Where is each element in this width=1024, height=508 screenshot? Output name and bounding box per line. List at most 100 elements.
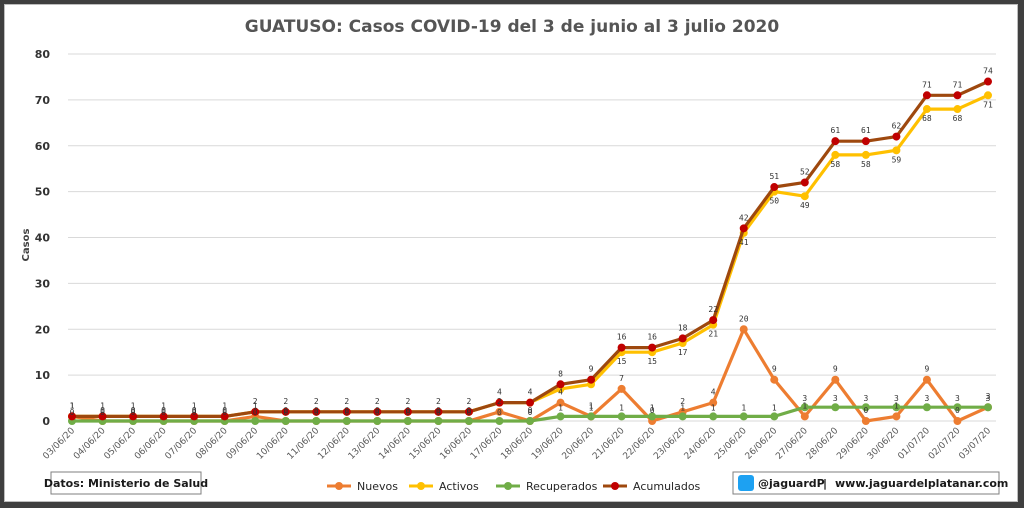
data-point <box>770 375 779 384</box>
data-label: 0 <box>955 406 960 415</box>
data-label: 0 <box>436 406 441 415</box>
legend-item-recuperados: Recuperados <box>496 480 598 493</box>
data-point <box>68 412 76 421</box>
twitter-handle: @jaguardP <box>758 477 825 490</box>
data-label: 1 <box>650 403 655 412</box>
data-label: 2 <box>253 397 258 406</box>
data-point <box>861 150 870 159</box>
data-label: 52 <box>800 167 810 176</box>
data-label: 0 <box>375 408 380 417</box>
data-point <box>159 412 168 421</box>
data-label: 22 <box>708 305 718 314</box>
data-point <box>922 105 931 114</box>
data-label: 1 <box>222 401 227 410</box>
data-point <box>709 412 718 421</box>
data-point <box>464 417 473 425</box>
data-label: 61 <box>831 126 841 135</box>
y-tick-label: 0 <box>42 415 50 428</box>
data-point <box>922 375 931 384</box>
data-point <box>861 403 870 412</box>
x-tick-label: 06/06/20 <box>133 426 169 462</box>
data-label: 0 <box>283 408 288 417</box>
data-point <box>922 403 931 412</box>
data-point <box>739 224 748 233</box>
y-axis-ticks: 0 10 20 30 40 50 60 70 80 <box>35 48 51 428</box>
data-point <box>220 412 229 421</box>
data-point <box>892 403 901 412</box>
data-label: 0 <box>528 408 533 417</box>
data-point <box>648 343 657 352</box>
x-tick-label: 13/06/20 <box>347 426 383 462</box>
data-label: 59 <box>892 155 902 164</box>
data-label: 42 <box>739 213 749 222</box>
x-tick-label: 03/07/20 <box>957 426 993 462</box>
data-point <box>831 150 840 159</box>
chart-title: GUATUSO: Casos COVID-19 del 3 de junio a… <box>245 17 780 37</box>
data-label: 9 <box>589 365 594 374</box>
data-point <box>587 375 596 384</box>
data-point <box>312 417 321 425</box>
x-tick-label: 07/06/20 <box>164 426 200 462</box>
data-label: 68 <box>922 114 932 123</box>
data-label: 62 <box>892 122 902 131</box>
data-point <box>556 398 565 407</box>
data-label: 58 <box>831 160 841 169</box>
x-tick-label: 10/06/20 <box>255 426 291 462</box>
data-label: 1 <box>100 401 105 410</box>
x-tick-label: 24/06/20 <box>683 426 719 462</box>
legend-item-acumulados: Acumulados <box>603 480 701 493</box>
data-label: 21 <box>708 330 718 339</box>
x-tick-label: 08/06/20 <box>194 426 230 462</box>
data-label: 0 <box>253 408 258 417</box>
data-label: 15 <box>617 357 627 366</box>
data-label: 71 <box>953 80 963 89</box>
data-label: 4 <box>558 388 563 397</box>
data-label: 3 <box>986 392 991 401</box>
data-point <box>403 417 412 425</box>
x-tick-label: 11/06/20 <box>286 426 322 462</box>
data-label: 2 <box>436 397 441 406</box>
x-tick-label: 14/06/20 <box>377 426 413 462</box>
data-label: 0 <box>314 408 319 417</box>
data-label: 0 <box>528 406 533 415</box>
x-tick-label: 20/06/20 <box>561 426 597 462</box>
y-tick-label: 20 <box>35 323 51 336</box>
x-tick-label: 19/06/20 <box>530 426 566 462</box>
data-point <box>98 412 107 421</box>
data-label: 1 <box>802 401 807 410</box>
data-label: 41 <box>739 238 749 247</box>
data-label: 68 <box>953 114 963 123</box>
data-label: 0 <box>405 408 410 417</box>
data-point <box>953 105 962 114</box>
data-point <box>648 412 657 421</box>
data-label: 0 <box>497 408 502 417</box>
data-label: 0 <box>375 406 380 415</box>
data-label: 3 <box>986 394 991 403</box>
x-tick-label: 28/06/20 <box>805 426 841 462</box>
data-point <box>495 417 504 425</box>
y-tick-label: 80 <box>35 48 51 61</box>
data-label: 3 <box>925 394 930 403</box>
data-label: 1 <box>70 401 75 410</box>
data-point <box>861 137 870 146</box>
data-label: 74 <box>983 67 993 76</box>
data-label: 0 <box>70 408 75 417</box>
data-label: 0 <box>131 408 136 417</box>
data-label: 0 <box>131 406 136 415</box>
legend-item-activos: Activos <box>409 480 479 493</box>
data-point <box>281 417 290 425</box>
legend: Nuevos Activos Recuperados Acumulados <box>327 480 701 493</box>
data-label: 4 <box>497 388 502 397</box>
data-label: 9 <box>772 365 777 374</box>
data-label: 18 <box>678 323 688 332</box>
data-label: 2 <box>680 397 685 406</box>
data-label: 1 <box>894 401 899 410</box>
data-label: 0 <box>283 406 288 415</box>
data-label: 2 <box>283 397 288 406</box>
data-label: 50 <box>769 197 779 206</box>
data-point <box>342 407 351 416</box>
series-line <box>72 93 989 418</box>
data-label: 1 <box>589 401 594 410</box>
data-label: 61 <box>861 126 871 135</box>
data-point <box>342 417 351 425</box>
